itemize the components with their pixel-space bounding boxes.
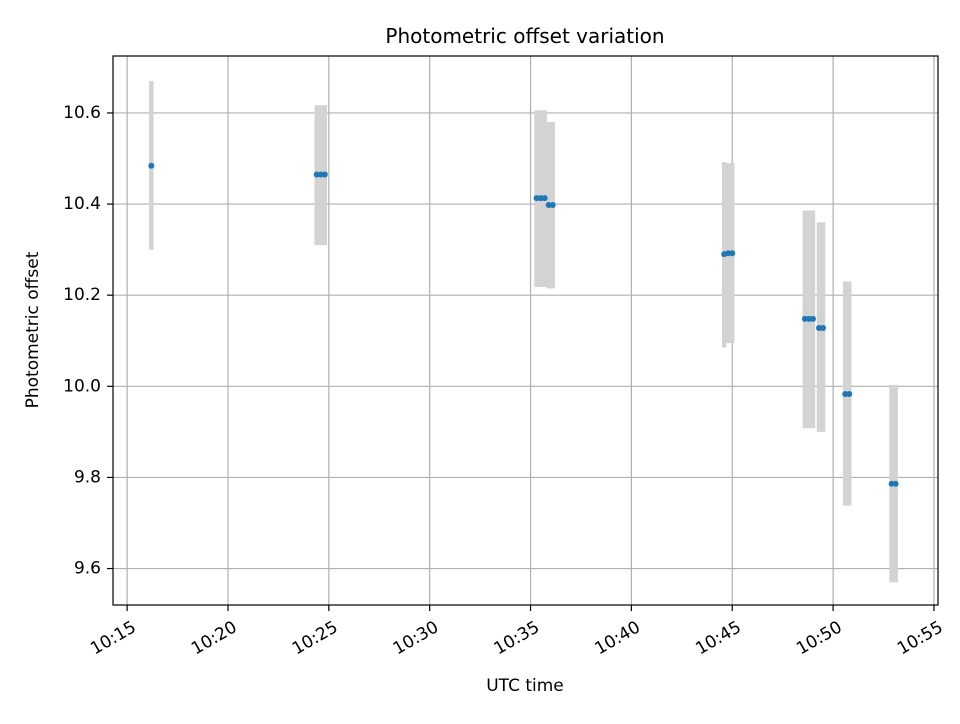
plot-frame [112, 55, 939, 606]
data-point [549, 201, 556, 208]
data-point [729, 250, 736, 257]
y-tick-label: 10.6 [63, 103, 101, 123]
data-point [820, 324, 827, 331]
y-tick-label: 10.4 [63, 194, 101, 214]
y-axis-label: Photometric offset [23, 251, 43, 408]
y-axis-ticks: 9.6 9.8 10.0 10.2 10.4 10.6 [63, 103, 113, 579]
data-point [846, 391, 853, 398]
y-tick-label: 9.8 [74, 467, 101, 487]
y-tick-label: 10.2 [63, 285, 101, 305]
chart-title: Photometric offset variation [385, 24, 664, 48]
data-point [148, 162, 155, 169]
x-axis-label: UTC time [486, 676, 564, 696]
data-point [892, 480, 899, 487]
data-point [321, 171, 328, 178]
data-points [148, 162, 899, 487]
data-point [541, 195, 548, 202]
grid-lines [113, 56, 938, 605]
data-point [809, 315, 816, 322]
y-tick-label: 10.0 [63, 376, 101, 396]
y-tick-label: 9.6 [74, 559, 101, 579]
